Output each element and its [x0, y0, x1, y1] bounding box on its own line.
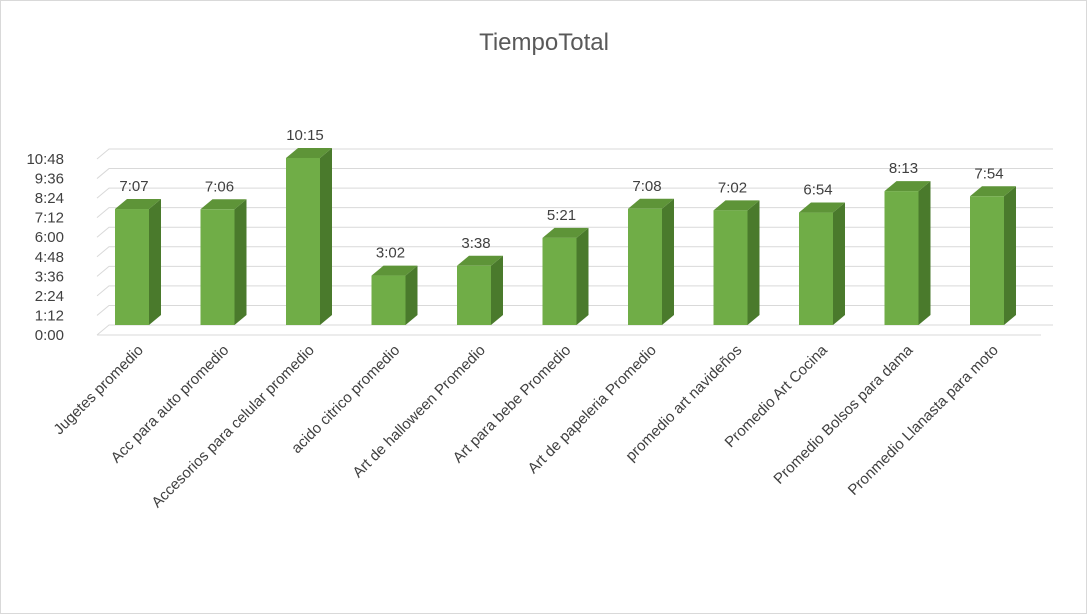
bar-front [115, 209, 149, 325]
y-tick-label: 6:00 [35, 229, 64, 246]
bar [200, 199, 247, 325]
gridline [96, 168, 1053, 179]
bar-side [747, 200, 760, 325]
data-label: 3:38 [461, 235, 490, 252]
gridline [96, 187, 1053, 199]
bar-front [970, 196, 1004, 325]
bar-top [884, 181, 931, 192]
bar-top [970, 186, 1016, 197]
y-tick-label: 8:24 [35, 190, 64, 207]
bar-front [799, 212, 833, 325]
bar [542, 227, 589, 325]
bar-top [200, 199, 247, 210]
data-label: 7:07 [119, 178, 148, 195]
y-tick-label: 1:12 [35, 307, 64, 324]
bar-side [833, 202, 845, 325]
bar-side [662, 198, 674, 325]
bar-side [918, 181, 931, 325]
bar-front [628, 208, 662, 325]
bar-top [115, 199, 161, 210]
bar-side [491, 255, 503, 325]
bar-top [286, 147, 332, 158]
bar-front [713, 210, 748, 325]
y-tick-label: 3:36 [35, 268, 64, 285]
y-tick-label: 7:12 [35, 210, 64, 227]
data-label: 7:54 [974, 165, 1003, 182]
bar [713, 200, 760, 325]
bar [457, 255, 503, 325]
bar-side [405, 265, 418, 325]
data-label: 6:54 [803, 182, 832, 199]
bar-top [542, 227, 589, 238]
data-label: 7:08 [632, 178, 661, 195]
bar-front [884, 191, 919, 325]
data-label: 7:02 [718, 179, 747, 196]
y-tick-label: 2:24 [35, 288, 64, 305]
bar-side [234, 199, 247, 325]
chart-title: TiempoTotal [479, 29, 609, 56]
data-label: 7:06 [205, 178, 234, 195]
bar [371, 265, 418, 325]
bar [799, 202, 845, 325]
y-tick-label: 0:00 [35, 327, 64, 344]
x-category-label: Jugetes promedio [50, 342, 146, 438]
bar-side [1004, 186, 1016, 325]
bar-front [286, 157, 320, 325]
data-label: 3:02 [376, 245, 405, 262]
bar-top [371, 265, 418, 276]
bar-top [628, 198, 674, 209]
y-tick-label: 4:48 [35, 249, 64, 266]
gridline [96, 324, 1053, 336]
gridline [96, 148, 1053, 160]
bar-top [713, 200, 760, 211]
bar-side [576, 227, 589, 325]
data-label: 5:21 [547, 207, 576, 224]
x-category-label: Accesorios para celular promedio [148, 342, 317, 511]
bar [628, 198, 674, 325]
bar [286, 147, 332, 325]
bar-side [320, 147, 332, 325]
bar-front [457, 265, 491, 325]
data-labels: 7:07 7:06 10:15 3:02 3:38 5:21 7:08 7:02 6:54 8:1… [119, 127, 1003, 262]
bar-side [149, 199, 161, 325]
bar [970, 186, 1016, 325]
gridlines [96, 148, 1053, 336]
bar-top [799, 202, 845, 213]
bar [115, 199, 161, 325]
data-label: 8:13 [889, 160, 918, 177]
y-tick-label: 10:48 [26, 151, 64, 168]
bar-front [542, 237, 577, 325]
x-category-label: Pronmedio Llanasta para moto [845, 342, 1002, 499]
data-label: 10:15 [286, 127, 324, 144]
bar-front [371, 275, 406, 325]
y-tick-label: 9:36 [35, 171, 64, 188]
bars [115, 147, 1016, 325]
y-axis-tick-labels: 0:00 1:12 2:24 3:36 4:48 6:00 7:12 8:24 9:36 10:4… [26, 151, 64, 344]
bar-top [457, 255, 503, 266]
x-category-label: Promedio Bolsos para dama [770, 341, 916, 487]
bar-front [200, 209, 235, 325]
bar [884, 181, 931, 325]
